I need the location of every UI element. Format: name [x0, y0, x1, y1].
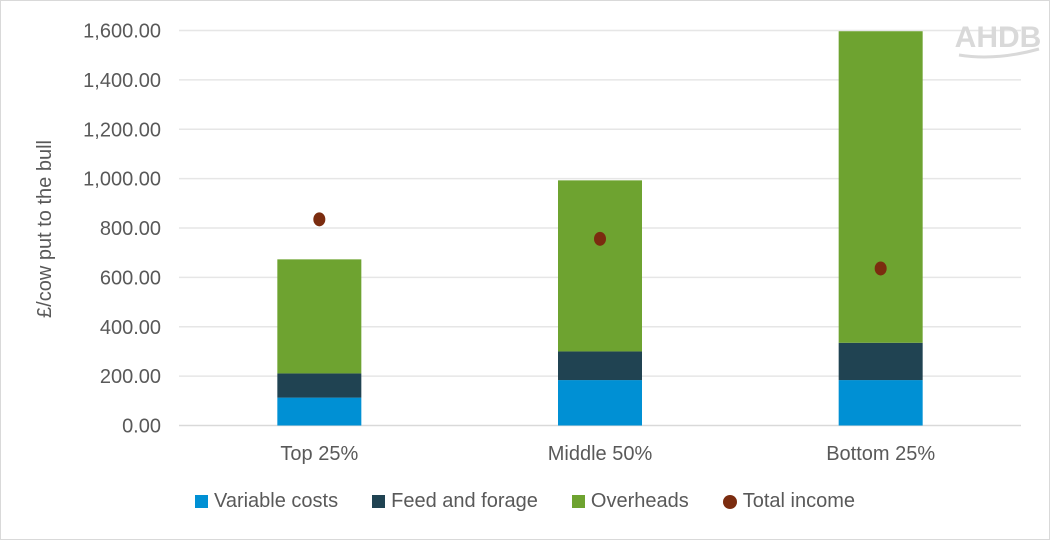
y-tick-label: 0.00	[122, 416, 161, 438]
legend-label: Variable costs	[213, 490, 339, 512]
legend-label: Total income	[742, 490, 856, 512]
y-tick-label: 600.00	[100, 267, 161, 289]
x-tick-label: Middle 50%	[548, 443, 653, 465]
bar-variable-costs	[558, 380, 642, 426]
point-total-income	[594, 231, 606, 246]
y-tick-label: 200.00	[100, 366, 161, 388]
bar-overheads	[838, 31, 923, 343]
legend-swatch	[571, 495, 585, 508]
y-tick-label: 1,200.00	[83, 119, 161, 141]
legend: Variable costs Feed and forage Overheads To…	[0, 490, 1050, 513]
bar-feed-and-forage	[277, 373, 362, 398]
legend-item: Feed and forage	[372, 490, 538, 513]
logo-text: AHDB	[955, 21, 1042, 54]
legend-item: Overheads	[571, 490, 689, 513]
y-tick-label: 1,400.00	[83, 70, 161, 92]
y-axis-label: £/cow put to the bull	[34, 140, 56, 318]
legend-item: Total income	[722, 490, 856, 513]
ahdb-logo: AHDB	[955, 21, 1042, 59]
y-tick-label: 1,600.00	[83, 21, 161, 43]
legend-marker	[722, 494, 737, 509]
x-tick-label: Bottom 25%	[826, 443, 935, 465]
bar-feed-and-forage	[838, 342, 923, 381]
x-tick-label: Top 25%	[280, 443, 358, 465]
bar-feed-and-forage	[558, 351, 642, 381]
bar-overheads	[558, 180, 642, 352]
y-tick-label: 1,000.00	[83, 169, 161, 191]
bar-overheads	[277, 259, 362, 374]
legend-item: Variable costs	[194, 490, 339, 513]
y-tick-label: 400.00	[100, 317, 161, 339]
legend-swatch	[194, 495, 208, 508]
bar-variable-costs	[277, 397, 362, 426]
legend-label: Overheads	[590, 490, 689, 512]
legend-swatch	[372, 495, 386, 508]
point-total-income	[313, 212, 326, 227]
point-total-income	[874, 261, 887, 276]
bar-variable-costs	[838, 380, 923, 426]
legend-label: Feed and forage	[391, 490, 538, 512]
y-tick-label: 800.00	[100, 218, 161, 240]
